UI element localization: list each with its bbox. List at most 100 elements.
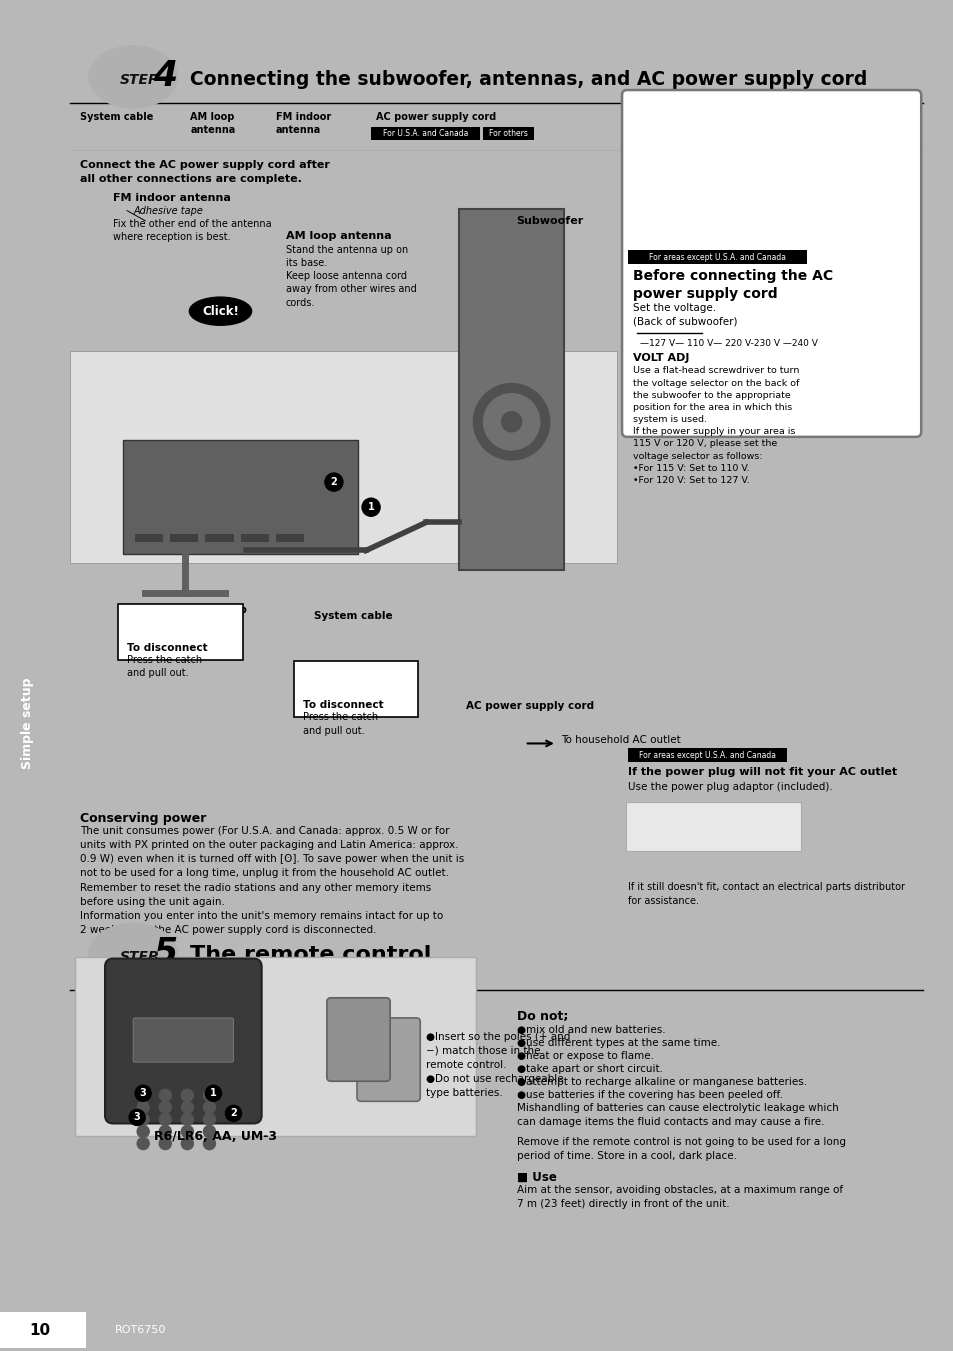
- Text: 2: 2: [230, 1108, 236, 1119]
- FancyBboxPatch shape: [135, 535, 163, 542]
- Circle shape: [129, 1109, 145, 1125]
- Text: ROT6750: ROT6750: [114, 1325, 166, 1335]
- Text: Do not;: Do not;: [517, 1009, 567, 1023]
- FancyBboxPatch shape: [275, 535, 303, 542]
- Text: AM loop antenna: AM loop antenna: [286, 231, 391, 240]
- Text: 2: 2: [330, 477, 337, 488]
- Circle shape: [137, 1138, 149, 1150]
- Text: 4: 4: [153, 59, 177, 93]
- FancyBboxPatch shape: [627, 250, 806, 265]
- FancyBboxPatch shape: [118, 604, 242, 661]
- Text: 1: 1: [210, 1089, 216, 1098]
- Circle shape: [225, 1105, 241, 1121]
- Circle shape: [203, 1101, 215, 1113]
- Text: Catch to the right: Catch to the right: [300, 663, 405, 673]
- Text: 5: 5: [153, 935, 177, 970]
- Text: Fix the other end of the antenna
where reception is best.: Fix the other end of the antenna where r…: [113, 219, 272, 242]
- Circle shape: [137, 1125, 149, 1138]
- Text: Set the voltage.
(Back of subwoofer): Set the voltage. (Back of subwoofer): [633, 303, 737, 327]
- Text: ●use batteries if the covering has been peeled off.: ●use batteries if the covering has been …: [517, 1090, 781, 1100]
- Text: Adhesive tape: Adhesive tape: [133, 205, 203, 216]
- Text: STEP: STEP: [120, 73, 159, 86]
- Circle shape: [159, 1113, 172, 1125]
- Circle shape: [203, 1089, 215, 1101]
- Text: Press the catch
and pull out.: Press the catch and pull out.: [127, 655, 202, 678]
- FancyBboxPatch shape: [170, 535, 198, 542]
- Text: For U.S.A. and Canada: For U.S.A. and Canada: [382, 128, 468, 138]
- FancyBboxPatch shape: [621, 91, 921, 436]
- Text: System cable: System cable: [314, 611, 392, 620]
- Text: AC power supply cord: AC power supply cord: [375, 112, 496, 122]
- Text: Connect the AC power supply cord after
all other connections are complete.: Connect the AC power supply cord after a…: [80, 161, 330, 184]
- Text: ■ Use: ■ Use: [517, 1171, 556, 1183]
- Text: FM indoor antenna: FM indoor antenna: [113, 193, 231, 203]
- Text: AM loop
antenna: AM loop antenna: [191, 112, 235, 135]
- Text: Connecting the subwoofer, antennas, and AC power supply cord: Connecting the subwoofer, antennas, and …: [191, 70, 867, 89]
- Circle shape: [159, 1125, 172, 1138]
- Ellipse shape: [89, 924, 177, 986]
- Text: To disconnect: To disconnect: [302, 700, 383, 711]
- FancyBboxPatch shape: [356, 1017, 420, 1101]
- Text: Subwoofer: Subwoofer: [517, 216, 583, 226]
- Text: Mishandling of batteries can cause electrolytic leakage which
can damage items t: Mishandling of batteries can cause elect…: [517, 1104, 838, 1127]
- Circle shape: [137, 1089, 149, 1101]
- Text: Before connecting the AC
power supply cord: Before connecting the AC power supply co…: [633, 269, 832, 301]
- FancyBboxPatch shape: [294, 661, 417, 717]
- Text: To household AC outlet: To household AC outlet: [560, 735, 679, 746]
- Text: Use the power plug adaptor (included).: Use the power plug adaptor (included).: [627, 782, 832, 792]
- Circle shape: [181, 1113, 193, 1125]
- Text: For areas except U.S.A. and Canada: For areas except U.S.A. and Canada: [648, 253, 785, 262]
- Text: Catch up: Catch up: [195, 605, 247, 615]
- Text: VOLT ADJ: VOLT ADJ: [633, 354, 689, 363]
- Text: For others: For others: [489, 128, 528, 138]
- Text: The unit consumes power (For U.S.A. and Canada: approx. 0.5 W or for
units with : The unit consumes power (For U.S.A. and …: [80, 825, 464, 935]
- Text: Remove if the remote control is not going to be used for a long
period of time. : Remove if the remote control is not goin…: [517, 1136, 844, 1161]
- Ellipse shape: [189, 297, 252, 326]
- FancyBboxPatch shape: [0, 1312, 86, 1348]
- FancyBboxPatch shape: [459, 208, 563, 570]
- FancyBboxPatch shape: [625, 801, 800, 851]
- FancyBboxPatch shape: [627, 748, 786, 762]
- FancyBboxPatch shape: [240, 535, 269, 542]
- Text: 1: 1: [367, 503, 374, 512]
- Text: ●use different types at the same time.: ●use different types at the same time.: [517, 1038, 720, 1048]
- Circle shape: [473, 384, 549, 459]
- FancyBboxPatch shape: [621, 127, 762, 139]
- Text: Conserving power: Conserving power: [80, 812, 206, 825]
- Text: ●Insert so the poles (+ and
−) match those in the
remote control.
●Do not use re: ●Insert so the poles (+ and −) match tho…: [426, 1032, 570, 1098]
- Circle shape: [181, 1125, 193, 1138]
- Circle shape: [501, 412, 521, 432]
- FancyBboxPatch shape: [70, 351, 617, 562]
- Text: Press the catch
and pull out.: Press the catch and pull out.: [302, 712, 377, 735]
- Circle shape: [205, 1085, 221, 1101]
- Text: The remote control: The remote control: [191, 944, 432, 965]
- Text: Stand the antenna up on
its base.
Keep loose antenna cord
away from other wires : Stand the antenna up on its base. Keep l…: [286, 245, 416, 308]
- Text: ●take apart or short circuit.: ●take apart or short circuit.: [517, 1065, 662, 1074]
- Circle shape: [137, 1113, 149, 1125]
- Circle shape: [159, 1089, 172, 1101]
- Text: ●heat or expose to flame.: ●heat or expose to flame.: [517, 1051, 653, 1061]
- Text: 3: 3: [140, 1089, 147, 1098]
- Circle shape: [181, 1101, 193, 1113]
- Text: —127 V— 110 V— 220 V-230 V —240 V: —127 V— 110 V— 220 V-230 V —240 V: [639, 339, 817, 349]
- Text: AC power supply cord: AC power supply cord: [466, 701, 594, 711]
- Circle shape: [181, 1138, 193, 1150]
- Ellipse shape: [89, 46, 177, 108]
- Text: For areas except U.S.A. and Canada: For areas except U.S.A. and Canada: [623, 128, 760, 138]
- Text: ●attempt to recharge alkaline or manganese batteries.: ●attempt to recharge alkaline or mangane…: [517, 1077, 806, 1088]
- Circle shape: [203, 1113, 215, 1125]
- Text: R6/LR6, AA, UM-3: R6/LR6, AA, UM-3: [153, 1131, 276, 1143]
- Circle shape: [203, 1138, 215, 1150]
- Text: Power plug adaptor: Power plug adaptor: [626, 112, 735, 122]
- Text: Simple setup: Simple setup: [21, 677, 34, 769]
- FancyBboxPatch shape: [75, 957, 476, 1136]
- Circle shape: [325, 473, 342, 492]
- Text: System cable: System cable: [80, 112, 153, 122]
- Circle shape: [135, 1085, 151, 1101]
- Circle shape: [361, 499, 379, 516]
- FancyBboxPatch shape: [133, 1017, 233, 1062]
- Text: If the power plug will not fit your AC outlet: If the power plug will not fit your AC o…: [627, 766, 896, 777]
- Text: Use a flat-head screwdriver to turn
the voltage selector on the back of
the subw: Use a flat-head screwdriver to turn the …: [633, 366, 799, 485]
- Text: FM indoor
antenna: FM indoor antenna: [275, 112, 331, 135]
- Text: Remote control: Remote control: [120, 1012, 216, 1021]
